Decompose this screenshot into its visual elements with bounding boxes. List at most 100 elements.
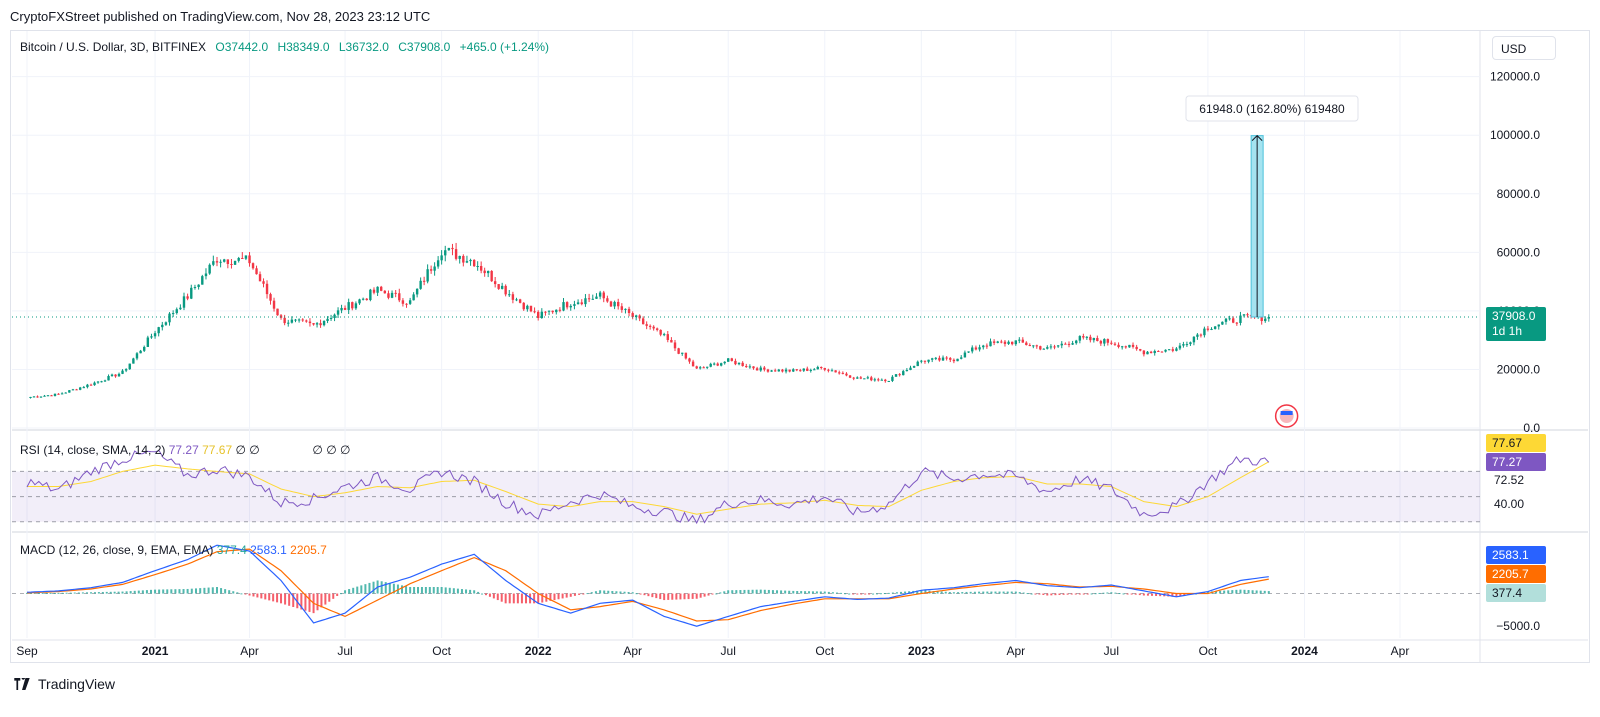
macd-hist-bar: [635, 593, 638, 595]
macd-hist-bar: [1050, 593, 1053, 596]
macd-y-tick-label: −5000.0: [1496, 619, 1540, 633]
candle-body: [412, 294, 415, 301]
candle-body: [1103, 339, 1106, 344]
x-tick-label: 2022: [525, 644, 552, 658]
candle-body: [444, 250, 447, 256]
macd-hist-bar: [405, 586, 408, 594]
candle-body: [681, 352, 684, 354]
candle-body: [684, 352, 688, 359]
macd-hist-bar: [240, 593, 243, 595]
macd-hist-bar: [117, 591, 120, 594]
macd-hist-bar: [1142, 593, 1145, 596]
macd-hist-bar: [763, 589, 766, 594]
macd-badge: 2583.1: [1492, 548, 1529, 562]
candle-body: [737, 362, 741, 365]
macd-hist-bar: [586, 593, 589, 595]
macd-hist-bar: [392, 583, 395, 594]
macd-hist-bar: [512, 593, 515, 604]
macd-hist-bar: [284, 593, 287, 605]
macd-hist-bar: [401, 585, 404, 594]
candle-body: [422, 280, 426, 282]
candle-body: [262, 281, 265, 284]
macd-hist-bar: [1130, 593, 1133, 595]
macd-hist-bar: [473, 590, 476, 594]
candle-body: [945, 357, 948, 359]
candle-body: [508, 294, 511, 296]
macd-hist-bar: [61, 592, 64, 594]
candle-body: [1007, 341, 1010, 344]
candle-body: [706, 366, 709, 368]
macd-hist-bar: [924, 590, 927, 594]
currency-button[interactable]: USD: [1492, 36, 1556, 60]
macd-hist-bar: [166, 589, 169, 594]
candle-body: [755, 368, 759, 371]
candle-body: [1157, 350, 1160, 352]
macd-hist-bar: [85, 592, 88, 594]
macd-hist-bar: [207, 587, 210, 594]
macd-hist-bar: [578, 593, 581, 595]
macd-hist-bar: [236, 592, 239, 594]
rsi-badge-bg: [1486, 453, 1546, 471]
candle-body: [1000, 341, 1003, 343]
candle-body: [930, 358, 934, 360]
macd-hist-bar: [916, 590, 919, 594]
macd-hist-bar: [1231, 590, 1234, 594]
publisher-line: CryptoFXStreet published on TradingView.…: [10, 9, 431, 24]
candle-body: [989, 341, 992, 347]
candle-body: [490, 270, 493, 282]
macd-hist-bar: [260, 593, 263, 599]
candle-body: [312, 323, 315, 325]
candle-body: [655, 328, 659, 330]
candle-body: [53, 393, 57, 396]
candle-body: [730, 358, 734, 361]
macd-hist-bar: [796, 591, 799, 594]
candle-body: [773, 370, 777, 372]
macd-hist-bar: [663, 593, 666, 601]
candle-body: [978, 347, 981, 350]
candle-body: [497, 284, 500, 289]
macd-label: MACD (12, 26, close, 9, EMA, EMA): [20, 543, 214, 557]
candle-body: [695, 366, 698, 369]
macd-hist-bar: [460, 589, 463, 594]
macd-hist-bar: [141, 590, 144, 594]
candle-body: [308, 321, 312, 324]
macd-hist-bar: [719, 592, 722, 594]
candle-body: [376, 286, 379, 293]
candle-body: [1206, 328, 1210, 330]
macd-hist-bar: [69, 592, 72, 594]
candle-body: [1046, 347, 1049, 349]
macd-hist-bar: [145, 590, 148, 594]
candle-body: [795, 369, 798, 371]
y-tick-label: 100000.0: [1490, 128, 1540, 142]
macd-hist-bar: [195, 588, 198, 594]
candle-body: [887, 380, 890, 382]
macd-hist-bar: [1066, 593, 1069, 595]
candle-body: [1264, 318, 1267, 322]
macd-hist-bar: [199, 588, 202, 594]
macd-hist-bar: [1247, 590, 1250, 594]
macd-hist-bar: [1034, 593, 1037, 595]
macd-hist-bar: [203, 587, 206, 594]
candle-body: [380, 286, 383, 291]
candle-body: [971, 347, 974, 352]
candle-body: [233, 260, 237, 265]
candle-body: [333, 314, 336, 318]
candle-body: [336, 310, 340, 315]
candle-body: [941, 357, 945, 361]
candle-body: [39, 396, 43, 398]
rsi-ma-badge-bg: [1486, 434, 1546, 452]
candle-body: [967, 351, 970, 353]
candle-body: [598, 292, 602, 297]
hist-badge: 377.4: [1492, 586, 1522, 600]
macd-hist-bar: [1215, 591, 1218, 594]
macd-hist-bar: [623, 591, 626, 594]
macd-hist-bar: [45, 592, 48, 594]
macd-hist-bar: [516, 593, 519, 604]
macd-hist-bar: [49, 592, 52, 594]
macd-hist-bar: [41, 592, 44, 594]
candle-body: [1139, 349, 1142, 351]
candle-body: [269, 294, 272, 301]
macd-hist-bar: [121, 591, 124, 594]
candle-body: [93, 382, 96, 386]
